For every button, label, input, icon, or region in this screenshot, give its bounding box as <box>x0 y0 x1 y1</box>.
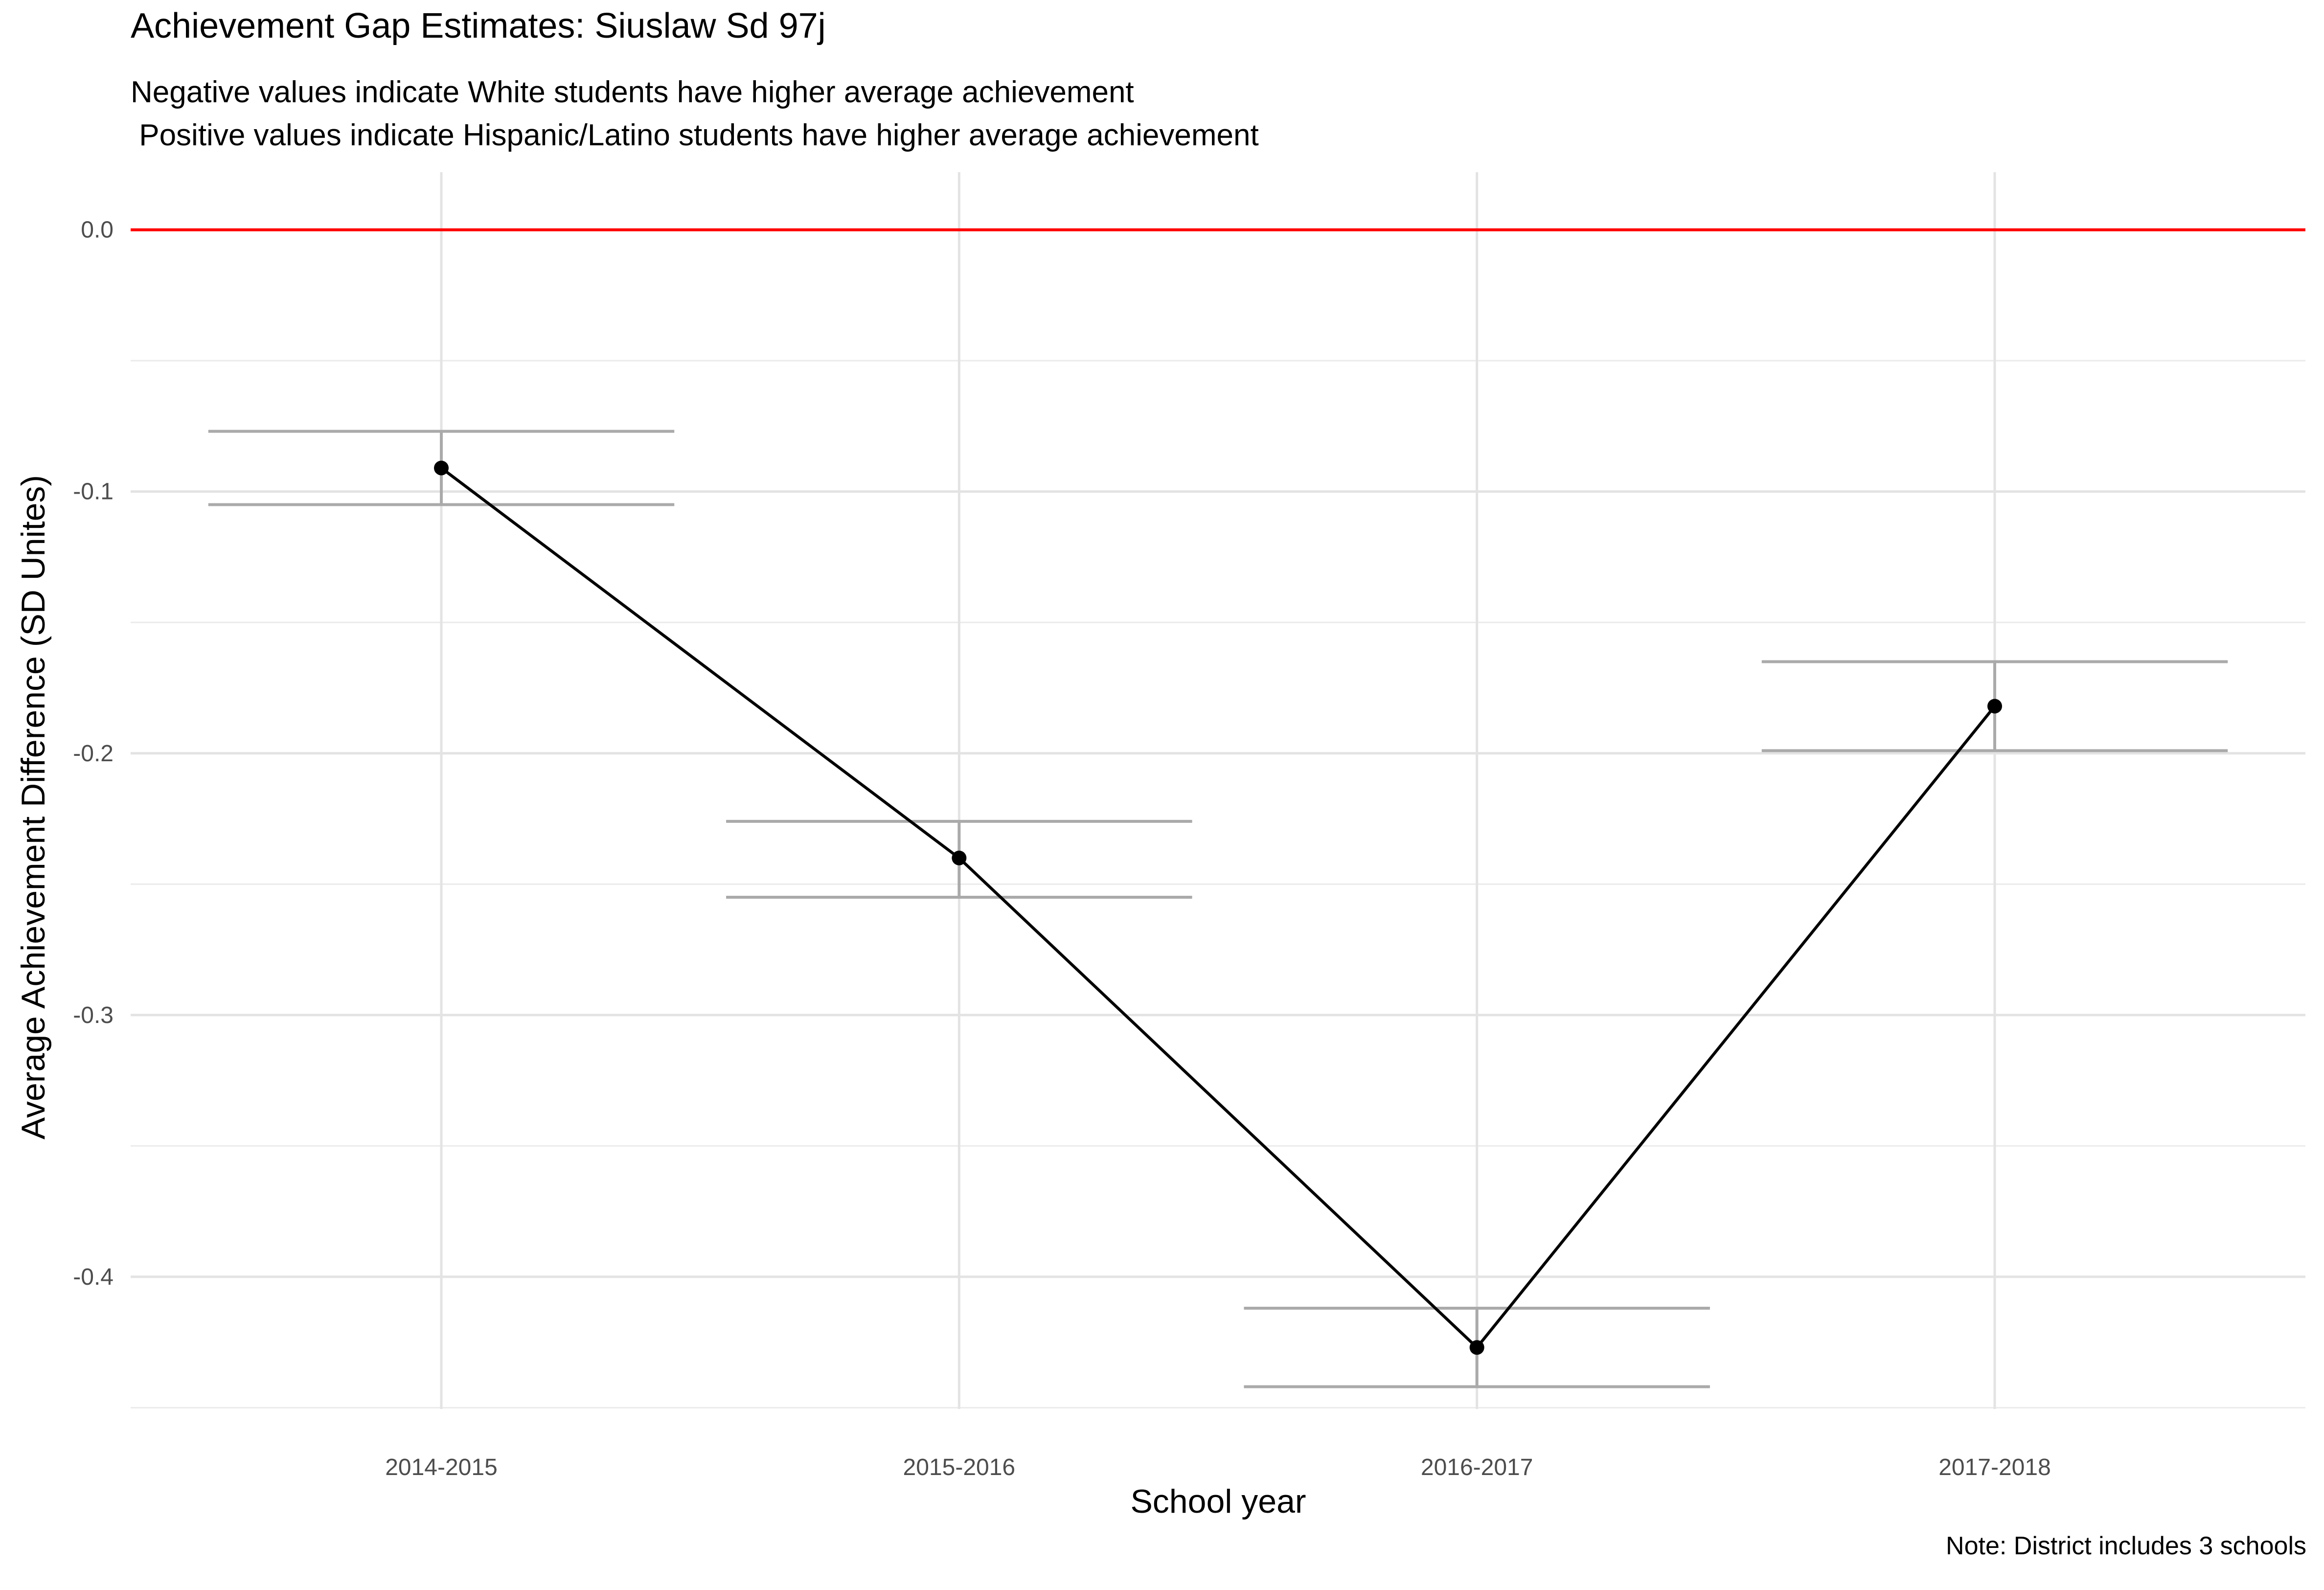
x-tick-label: 2015-2016 <box>903 1454 1016 1480</box>
data-points <box>434 460 2002 1355</box>
chart-title: Achievement Gap Estimates: Siuslaw Sd 97… <box>131 6 826 45</box>
y-tick-label: 0.0 <box>81 217 114 243</box>
error-bars <box>208 430 2228 1388</box>
x-axis-label: School year <box>1130 1483 1306 1520</box>
chart-subtitle: Negative values indicate White students … <box>131 71 1259 157</box>
gridlines <box>131 172 2305 1409</box>
y-tick-label: -0.1 <box>73 479 114 505</box>
data-point <box>1469 1340 1484 1355</box>
subtitle-line-1: Negative values indicate White students … <box>131 75 1134 109</box>
series-line-group <box>440 467 1996 1349</box>
x-tick-label: 2014-2015 <box>385 1454 498 1480</box>
y-tick-label: -0.4 <box>73 1264 114 1290</box>
x-tick-label: 2017-2018 <box>1938 1454 2051 1480</box>
series-line <box>440 467 1996 1349</box>
data-point <box>1987 699 2002 714</box>
x-tick-label: 2016-2017 <box>1421 1454 1533 1480</box>
subtitle-line-2: Positive values indicate Hispanic/Latino… <box>131 118 1259 152</box>
data-point <box>434 460 449 476</box>
y-axis-label: Average Achievement Difference (SD Unite… <box>15 475 52 1140</box>
y-tick-label: -0.2 <box>73 741 114 767</box>
y-axis-ticks: 0.0 -0.1 -0.2 -0.3 -0.4 <box>73 217 114 1290</box>
x-axis-ticks: 2014-2015 2015-2016 2016-2017 2017-2018 <box>385 1454 2051 1480</box>
data-point <box>952 850 967 865</box>
chart-caption: Note: District includes 3 schools <box>1946 1532 2306 1560</box>
y-tick-label: -0.3 <box>73 1002 114 1028</box>
